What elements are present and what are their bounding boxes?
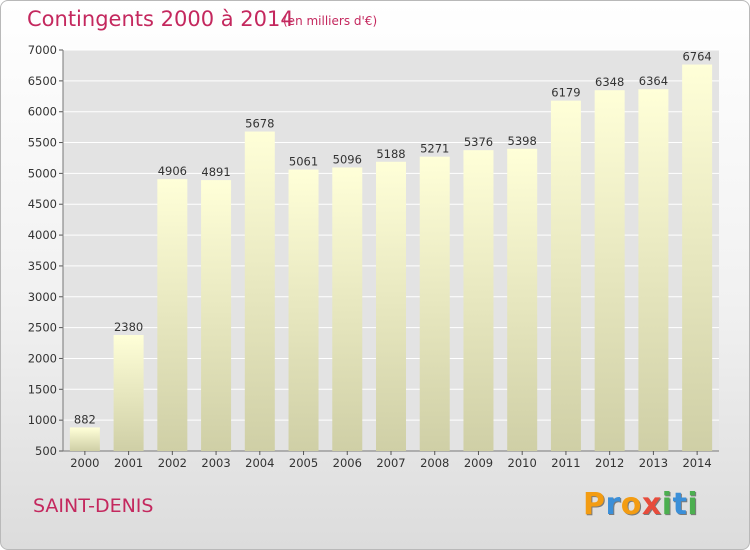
data-label: 6764: [682, 50, 711, 64]
bar: [288, 169, 319, 451]
logo-letter: i: [687, 487, 699, 522]
logo-letter: P: [583, 487, 606, 522]
data-label: 5398: [508, 134, 537, 148]
data-label: 4906: [158, 164, 187, 178]
bar: [419, 156, 450, 451]
bar: [332, 167, 363, 451]
logo-letter: o: [620, 487, 642, 522]
y-tick-label: 2000: [28, 351, 57, 365]
x-tick-label: 2000: [70, 456, 99, 470]
y-tick-label: 5500: [28, 136, 57, 150]
x-tick-label: 2008: [420, 456, 449, 470]
y-tick-label: 1000: [28, 413, 57, 427]
bar: [113, 335, 144, 451]
y-tick-label: 6500: [28, 74, 57, 88]
bar: [682, 64, 713, 451]
bar: [463, 150, 494, 452]
y-tick-label: 4500: [28, 197, 57, 211]
bar: [638, 89, 669, 452]
x-tick-label: 2006: [333, 456, 362, 470]
data-label: 5271: [420, 142, 449, 156]
y-tick-label: 5000: [28, 166, 57, 180]
x-tick-label: 2005: [289, 456, 318, 470]
x-tick-label: 2007: [376, 456, 405, 470]
x-tick-label: 2002: [158, 456, 187, 470]
y-tick-label: 500: [35, 444, 57, 458]
data-label: 882: [74, 412, 96, 426]
bar: [507, 148, 538, 452]
y-tick-label: 3000: [28, 290, 57, 304]
y-tick-label: 2500: [28, 321, 57, 335]
x-tick-label: 2009: [464, 456, 493, 470]
data-label: 5061: [289, 155, 318, 169]
logo-letter: x: [641, 487, 662, 522]
bar: [69, 427, 100, 451]
data-label: 4891: [201, 165, 230, 179]
data-label: 5376: [464, 135, 493, 149]
y-tick-label: 6000: [28, 105, 57, 119]
y-tick-label: 4000: [28, 228, 57, 242]
y-tick-label: 7000: [28, 43, 57, 57]
bar: [244, 131, 275, 451]
x-tick-label: 2011: [551, 456, 580, 470]
logo-letter: t: [672, 487, 688, 522]
data-label: 6364: [639, 74, 668, 88]
y-tick-label: 3500: [28, 259, 57, 273]
x-tick-label: 2004: [245, 456, 274, 470]
x-tick-label: 2003: [201, 456, 230, 470]
place-name: SAINT-DENIS: [33, 495, 154, 517]
y-tick-label: 1500: [28, 382, 57, 396]
proxiti-logo: Proxiti: [583, 487, 698, 522]
bar: [157, 179, 188, 451]
data-label: 5678: [245, 117, 274, 131]
bar: [550, 100, 581, 451]
x-tick-label: 2010: [508, 456, 537, 470]
data-label: 6348: [595, 75, 624, 89]
x-tick-label: 2014: [682, 456, 711, 470]
data-label: 6179: [551, 86, 580, 100]
data-label: 5188: [376, 147, 405, 161]
x-tick-label: 2012: [595, 456, 624, 470]
plot-area: 500 1000 1500 2000 2500 3000 3500 4000 4500 5000 5…: [28, 43, 719, 470]
logo-letter: i: [661, 487, 673, 522]
chart-subtitle: (en milliers d'€): [283, 14, 378, 28]
bar: [594, 90, 625, 451]
bar: [201, 180, 232, 451]
bar: [376, 161, 406, 451]
data-label: 2380: [114, 320, 143, 334]
logo-letter: r: [605, 487, 621, 522]
chart-title: Contingents 2000 à 2014: [27, 7, 294, 31]
x-tick-label: 2013: [639, 456, 668, 470]
x-tick-label: 2001: [114, 456, 143, 470]
data-label: 5096: [333, 152, 362, 166]
